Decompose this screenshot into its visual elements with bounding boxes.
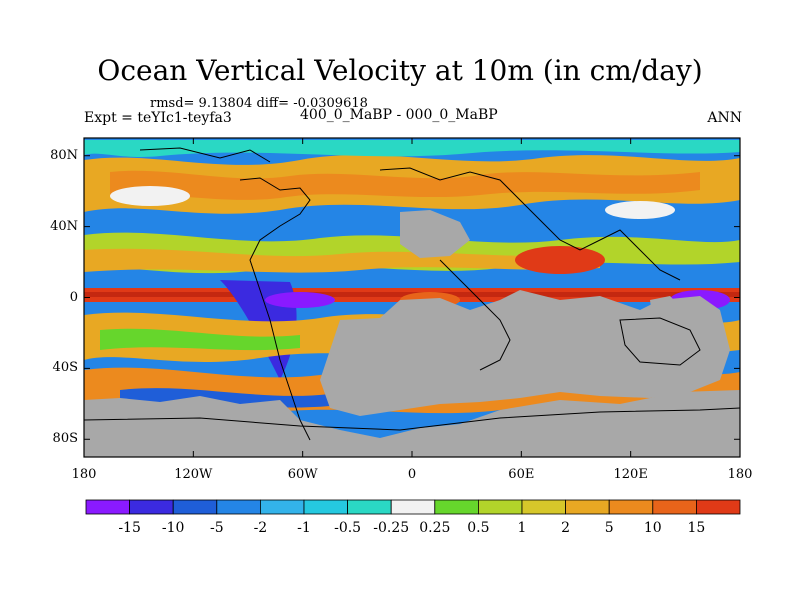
plot-title: Ocean Vertical Velocity at 10m (in cm/da… xyxy=(97,54,703,87)
lon-tick-label: 180 xyxy=(727,467,753,482)
colorbar-label: 15 xyxy=(687,520,706,536)
colorbar-swatch xyxy=(390,499,436,515)
colorbar-swatch xyxy=(521,499,566,515)
lat-tick-label: 80N xyxy=(50,147,78,163)
axis-ticks xyxy=(83,138,741,457)
field-arctic xyxy=(84,140,740,157)
colorbar-label: -0.25 xyxy=(373,520,410,536)
field-patch-purple-2 xyxy=(265,292,335,308)
coastline-2 xyxy=(379,167,681,281)
lat-tick-label: 0 xyxy=(69,289,78,305)
case-comparison-label: 400_0_MaBP - 000_0_MaBP xyxy=(300,107,498,123)
land-small-island xyxy=(650,296,680,318)
field-patch-white-2 xyxy=(605,201,675,219)
colorbar-label: -10 xyxy=(161,520,185,536)
colorbar-swatch xyxy=(85,499,130,515)
colorbar-swatch xyxy=(259,499,305,515)
map-field xyxy=(84,138,740,457)
lat-tick-label: 40S xyxy=(52,360,78,376)
field-patch-red-1 xyxy=(515,246,605,274)
colorbar-swatch xyxy=(477,499,523,515)
colorbar-label: -15 xyxy=(118,520,141,536)
land-southern-continent xyxy=(84,390,740,457)
colorbar-label: 5 xyxy=(604,520,614,536)
colorbar-label: -5 xyxy=(209,520,224,536)
coastline-4 xyxy=(619,317,701,366)
lon-tick-label: 120W xyxy=(174,467,213,482)
lon-tick-label: 120E xyxy=(613,467,648,482)
colorbar-label: 2 xyxy=(561,520,571,536)
colorbar-swatch xyxy=(216,499,261,515)
lon-tick-label: 0 xyxy=(407,467,417,482)
field-band-north-core xyxy=(110,170,700,200)
colorbar-swatch xyxy=(129,499,174,515)
colorbar-label: -1 xyxy=(297,520,311,536)
season-label: ANN xyxy=(707,110,742,126)
field-southern-subtrop-2 xyxy=(100,328,300,351)
colorbar-swatch xyxy=(434,499,479,515)
colorbar-label: -0.5 xyxy=(334,520,362,536)
colorbar-swatch xyxy=(347,499,392,515)
coastline-5 xyxy=(84,407,740,431)
colorbar-label: 10 xyxy=(643,520,662,536)
field-patch-white-1 xyxy=(110,186,190,206)
land-large-mass xyxy=(320,290,730,416)
land-northern-block xyxy=(400,210,470,258)
colorbar-swatch xyxy=(608,499,654,515)
colorbar-swatch xyxy=(565,499,610,515)
coastline-6 xyxy=(139,147,271,163)
lon-tick-label: 60W xyxy=(287,467,318,482)
experiment-label: Expt = teYIc1-teyfa3 xyxy=(84,110,232,126)
colorbar-label: 0.25 xyxy=(419,520,451,536)
colorbar xyxy=(85,499,741,515)
lon-tick-label: 60E xyxy=(508,467,535,482)
colorbar-label: 1 xyxy=(517,520,527,536)
colorbar-swatch xyxy=(696,499,741,515)
lat-tick-label: 40N xyxy=(50,218,78,234)
colorbar-label: 0.5 xyxy=(467,520,490,536)
stats-text: rmsd= 9.13804 diff= -0.0309618 xyxy=(150,96,368,111)
colorbar-label: -2 xyxy=(253,520,268,536)
coastline-1 xyxy=(239,177,311,441)
colorbar-swatch xyxy=(303,499,348,515)
colorbar-swatch xyxy=(172,499,218,515)
lat-tick-label: 80S xyxy=(52,431,78,447)
field-subtrop-north-2 xyxy=(84,248,600,273)
coastline-3 xyxy=(439,259,511,371)
colorbar-swatch xyxy=(652,499,697,515)
lon-tick-label: 180 xyxy=(71,467,97,482)
